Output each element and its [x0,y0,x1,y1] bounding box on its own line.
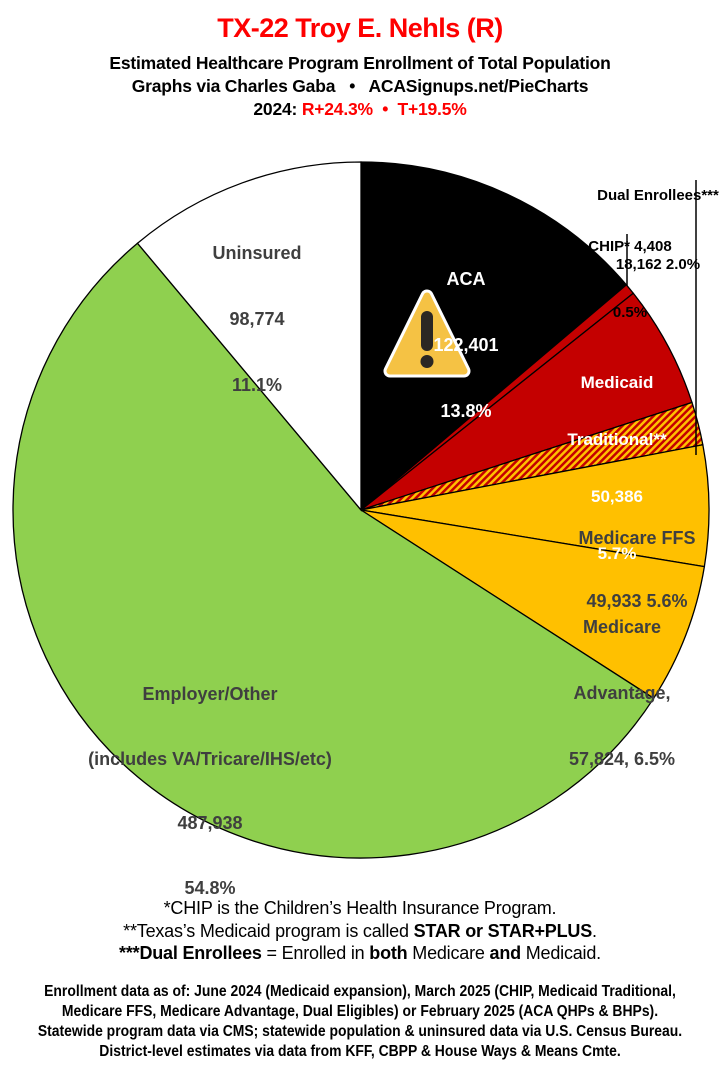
credit-line: Graphs via Charles Gaba • ACASignups.net… [131,76,589,96]
warning-icon [383,289,471,378]
label-madv-count-pct: 57,824, 6.5% [568,749,676,769]
pie-slice-aca [360,161,628,512]
pie-slices [12,161,710,859]
label-dual-enrollees: Dual Enrollees*** 18,162 2.0% [597,138,719,322]
warning-icon-exclamation-dot [420,355,434,368]
label-aca: ACA 122,401 13.8% [433,224,498,466]
label-chip-pct: 0.5% [612,304,648,321]
label-medicaid-name1: Medicaid [580,373,654,392]
partisan-shift-values: R+24.3% • T+19.5% [301,99,467,119]
label-aca-count: 122,401 [433,335,499,355]
label-employer-other: Employer/Other (includes VA/Tricare/IHS/… [88,641,332,942]
warning-icon-exclamation-bar [421,311,433,351]
source-notes: Enrollment data as of: June 2024 (Medica… [0,982,720,1062]
source-line-1: Enrollment data as of: June 2024 (Medica… [44,983,676,1000]
label-medicaid-traditional: Medicaid Traditional** 50,386 5.7% [567,335,666,601]
label-medicaid-count: 50,386 [591,487,643,506]
pie-slice-uninsured [136,161,362,512]
label-employer-count: 487,938 [177,813,243,833]
label-medicare-advantage: Medicare Advantage, 57,824, 6.5% [569,572,675,814]
label-uninsured-name: Uninsured [212,243,302,263]
label-medicaid-name2: Traditional** [567,430,667,449]
label-dual-count-pct: 18,162 2.0% [615,256,701,273]
label-uninsured: Uninsured 98,774 11.1% [212,198,301,440]
partisan-lean-line: 2024: R+24.3% • T+19.5% [0,99,720,120]
label-aca-pct: 13.8% [440,401,492,421]
partisan-year-label: 2024: [253,99,302,119]
pie-slice-employer-other [12,242,655,859]
label-chip-name-count: CHIP* 4,408 [588,238,672,255]
label-uninsured-pct: 11.1% [231,375,283,395]
label-employer-detail: (includes VA/Tricare/IHS/etc) [88,748,332,769]
label-aca-name: ACA [446,269,486,289]
page-title: TX-22 Troy E. Nehls (R) [217,13,503,43]
label-madv-name2: Advantage, [573,683,671,703]
label-medicaid-pct: 5.7% [597,544,637,563]
footnotes: *CHIP is the Children’s Health Insurance… [0,897,720,965]
source-line-3: Statewide program data via CMS; statewid… [37,1023,683,1040]
label-madv-name1: Medicare [582,617,662,637]
label-medicare-ffs: Medicare FFS 49,933 5.6% [578,486,695,654]
label-uninsured-count: 98,774 [229,309,285,329]
label-ffs-count-pct: 49,933 5.6% [586,591,688,611]
label-ffs-name: Medicare FFS [578,528,696,548]
subtitle: Estimated Healthcare Program Enrollment … [109,53,611,73]
pie-slice-medicaid-traditional [360,292,693,511]
footnote-dual: ***Dual Enrollees = Enrolled in both Med… [119,943,601,963]
label-chip: CHIP* 4,408 0.5% [588,192,671,368]
label-employer-name: Employer/Other [142,684,278,704]
label-employer-pct: 54.8% [184,877,236,898]
footnote-medicaid: **Texas’s Medicaid program is called STA… [123,920,597,941]
source-line-2: Medicare FFS, Medicare Advantage, Dual E… [61,1003,659,1020]
pie-slice-medicare-advantage [360,509,706,700]
label-dual-name: Dual Enrollees*** [597,187,719,204]
source-line-4: District-level estimates via data from K… [99,1043,621,1060]
footnote-chip: *CHIP is the Children’s Health Insurance… [163,898,557,918]
